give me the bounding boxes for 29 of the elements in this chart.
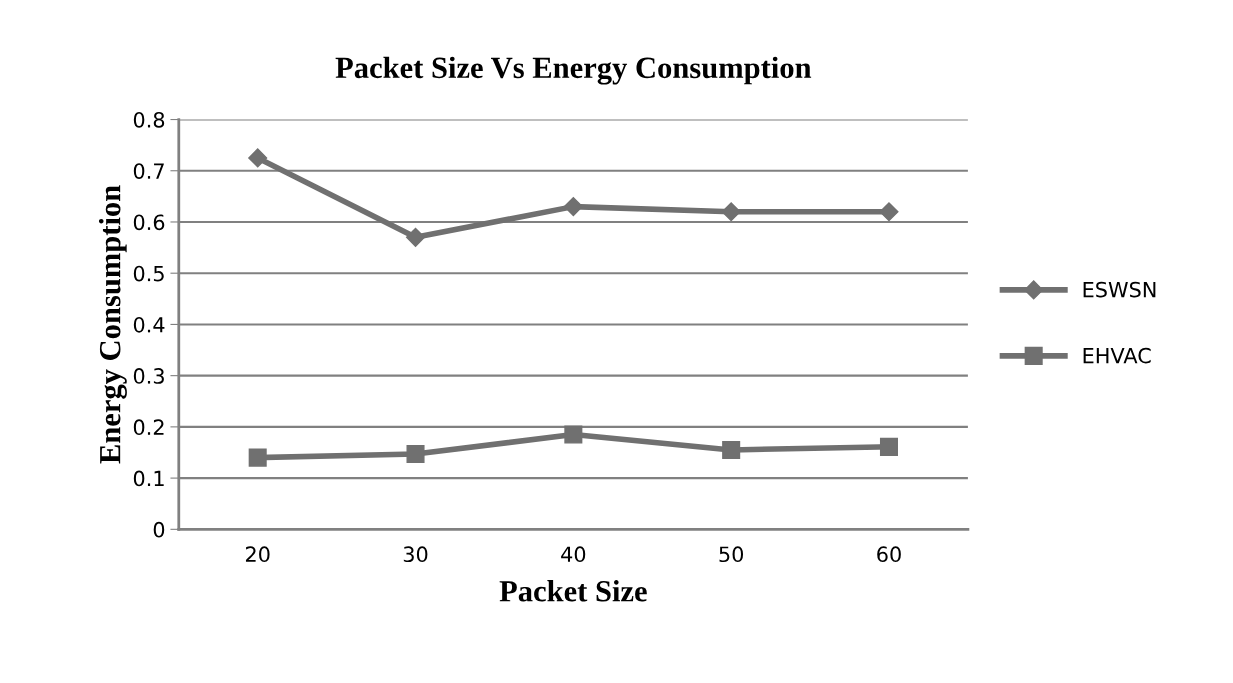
x-tick-label: 20 [245,546,270,563]
chart-title: Packet Size Vs Energy Consumption [335,56,812,85]
point [406,444,425,464]
point [248,448,267,467]
point [248,148,268,168]
y-tick-label: 0.3 [133,368,164,384]
point [564,425,583,444]
x-tick-label: 50 [719,546,744,563]
point [563,197,583,217]
point [405,227,426,247]
x-tick-label: 40 [561,546,586,563]
y-axis-title: Energy Consumption [98,185,127,464]
x-tick-label: 30 [403,546,428,563]
y-tick-label: 0.1 [133,470,164,487]
y-tick-label: 0.6 [133,214,165,231]
y-tick-label: 0.5 [133,265,164,282]
point [879,437,899,456]
y-tick-label: 0 [153,521,165,538]
point [722,440,741,459]
y-tick-label: 0.4 [133,316,165,333]
x-tick-label: 60 [877,546,901,563]
x-axis-title: Packet Size [499,580,647,602]
y-tick-label: 0.8 [133,111,165,128]
point [879,202,899,222]
legend-label: EHVAC [1083,347,1151,364]
legend-label: ESWSN [1083,281,1156,298]
y-tick-label: 0.7 [133,163,164,179]
y-tick-label: 0.2 [133,419,164,436]
point [721,202,741,222]
